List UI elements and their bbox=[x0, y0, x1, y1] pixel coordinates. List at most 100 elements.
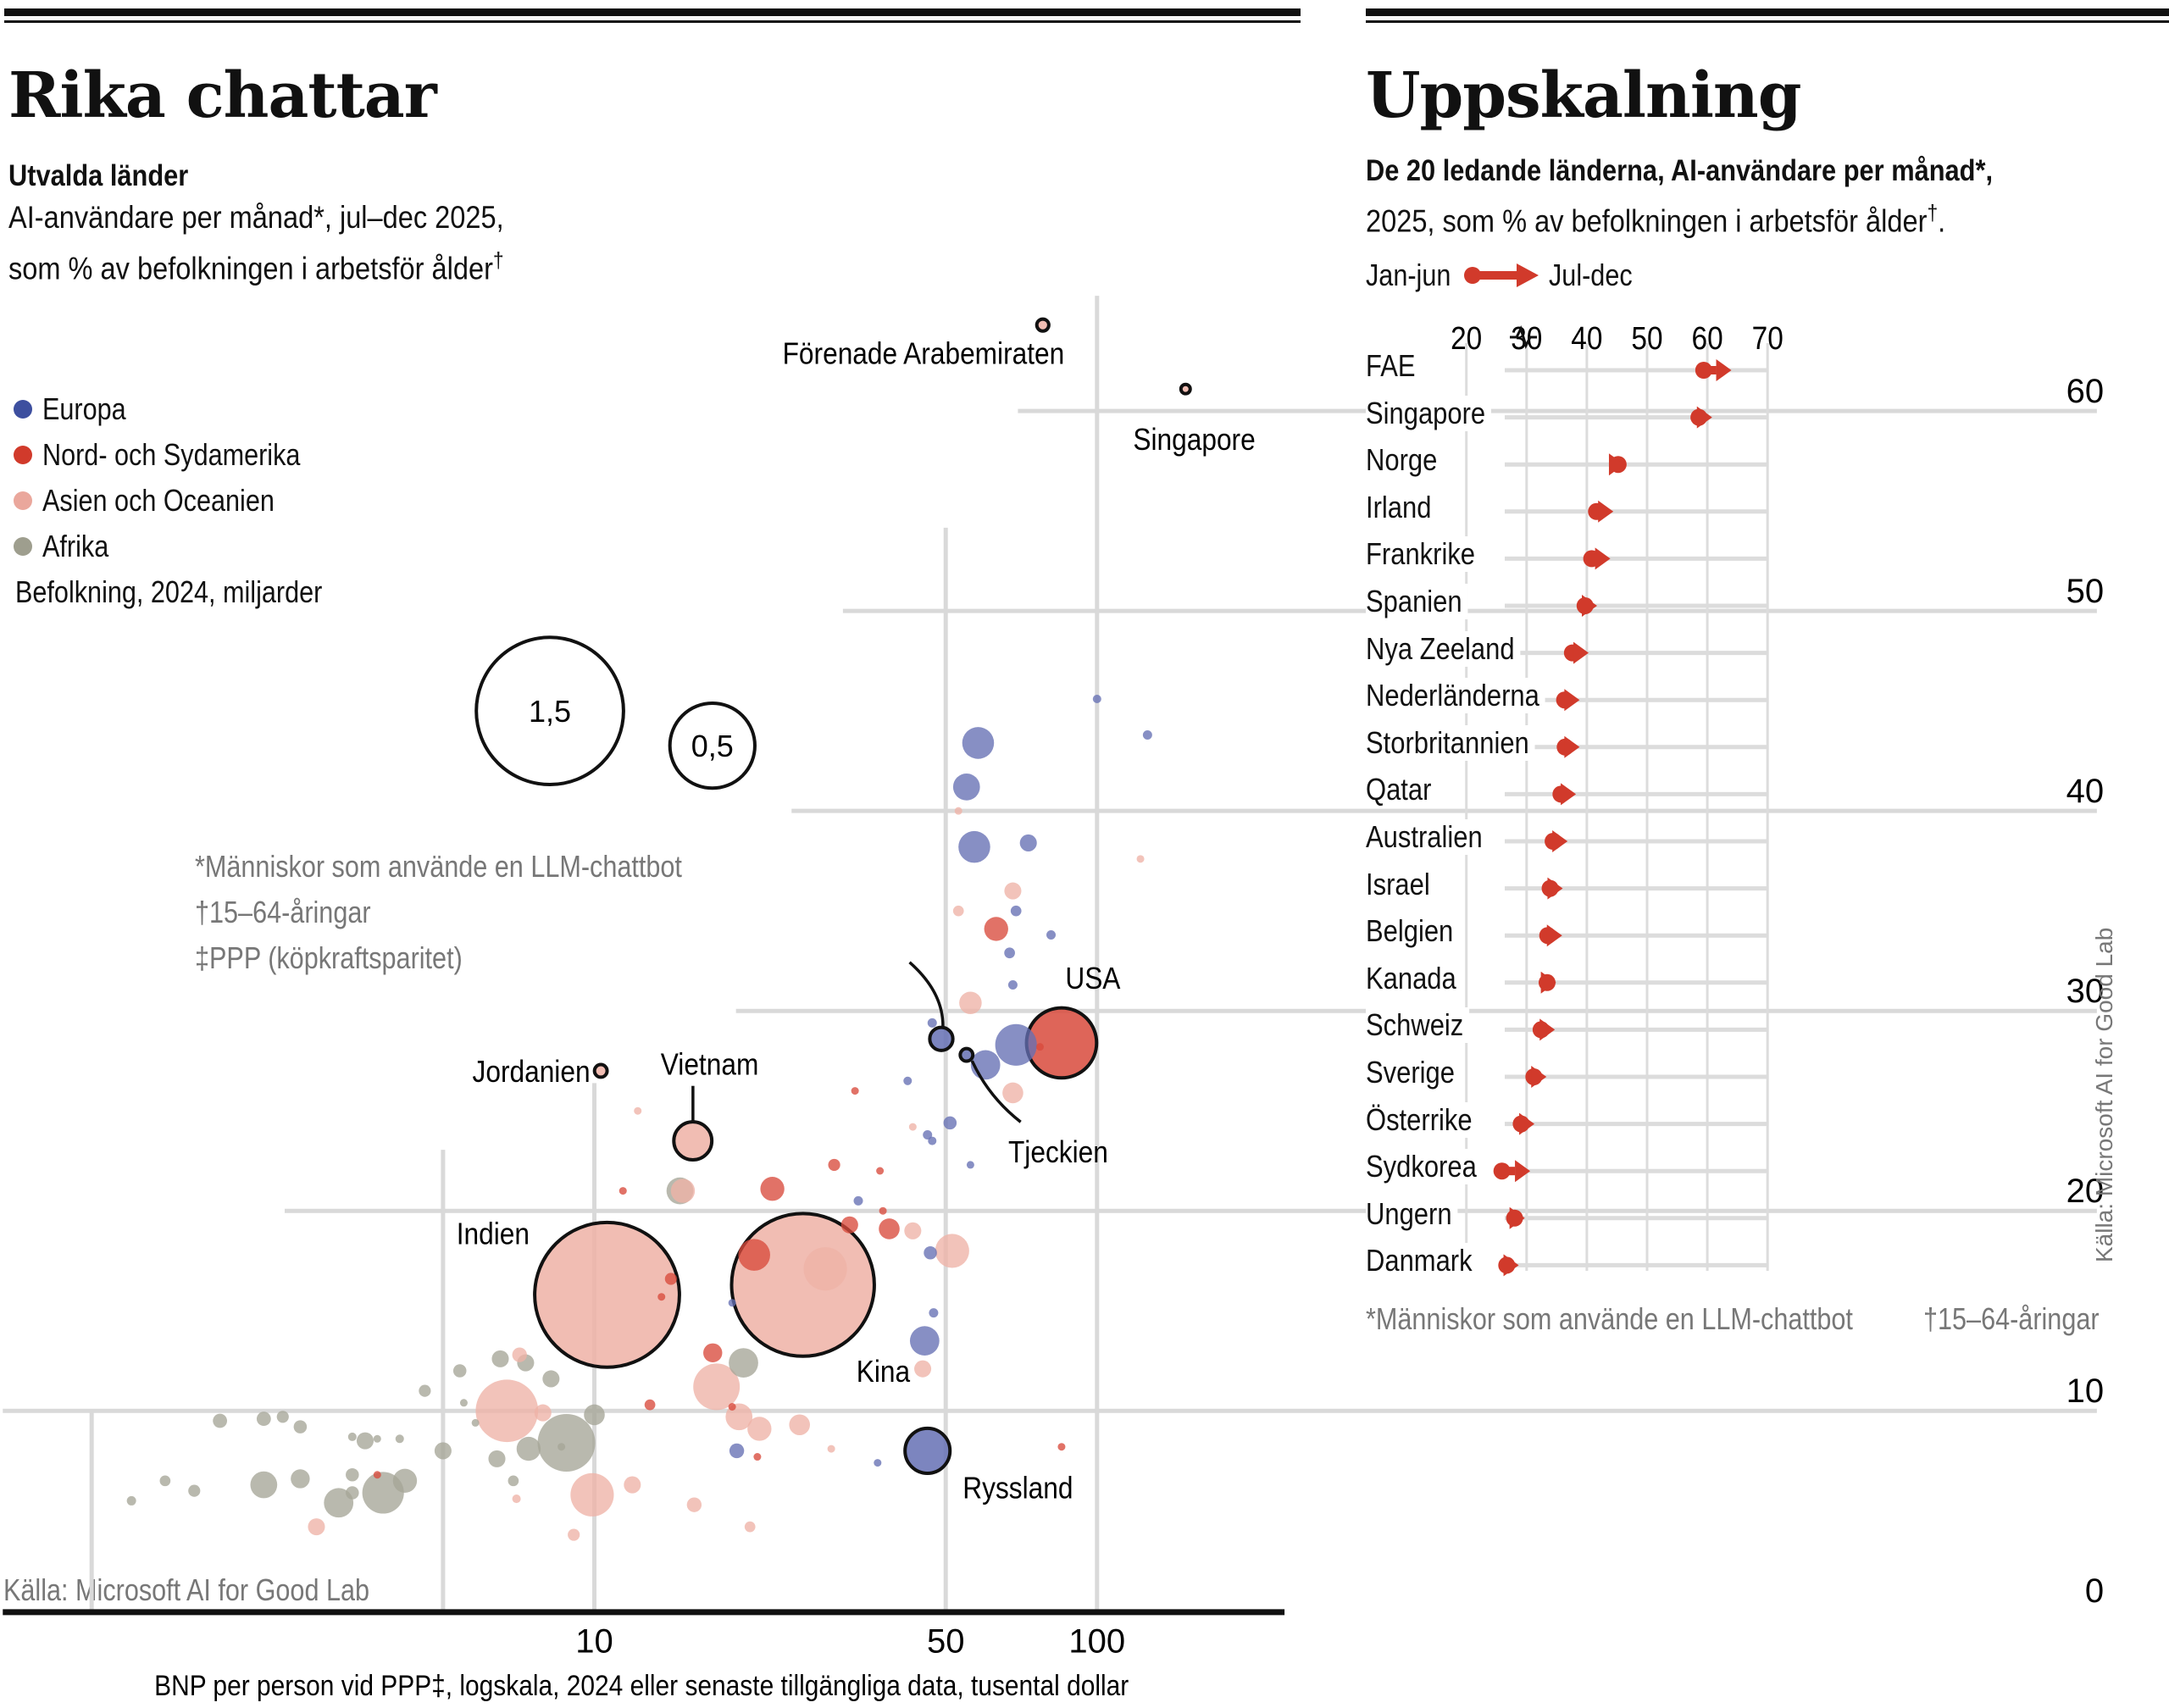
country-label-förenade-arabemiraten: Förenade Arabemiraten bbox=[783, 337, 1065, 371]
bubble-europe bbox=[924, 1246, 937, 1260]
arrow-mark bbox=[1512, 1112, 1535, 1135]
row-label-frankrike: Frankrike bbox=[1366, 536, 1481, 573]
arrow-mark bbox=[1588, 500, 1614, 523]
arrow-mark bbox=[1552, 783, 1577, 806]
bubble-americas bbox=[851, 1087, 859, 1095]
arrow-head bbox=[1552, 830, 1568, 852]
bubble-americas bbox=[657, 1293, 666, 1301]
country-label-singapore: Singapore bbox=[1133, 423, 1255, 457]
left-subtitle-line1: AI-användare per månad*, jul–dec 2025, bbox=[8, 200, 504, 235]
country-label-indien: Indien bbox=[457, 1217, 530, 1251]
arrow-head bbox=[1519, 1112, 1535, 1135]
bubble-americas bbox=[1035, 1043, 1044, 1051]
footnote-1-text: *Människor som använde en LLM-chattbot bbox=[195, 849, 682, 884]
bubble-africa bbox=[584, 1404, 605, 1426]
arrow-x-tick-label: 40 bbox=[1571, 320, 1602, 356]
arrow-mark bbox=[1563, 641, 1589, 664]
bubble-asia bbox=[475, 1379, 539, 1443]
arrow-head bbox=[1509, 1206, 1525, 1229]
legend-dot-americas bbox=[14, 446, 32, 464]
row-label-belgien: Belgien bbox=[1366, 913, 1460, 950]
bubble-ryssland bbox=[903, 1426, 952, 1475]
bubble-asia bbox=[693, 1363, 741, 1411]
bubble-asia bbox=[570, 1472, 614, 1517]
row-label-sverige: Sverige bbox=[1366, 1055, 1461, 1090]
bubble-europe bbox=[1046, 930, 1057, 940]
bubble-africa bbox=[276, 1411, 289, 1423]
bubble-europe bbox=[928, 1136, 937, 1145]
bubble-africa bbox=[558, 1443, 566, 1451]
bubble-asia bbox=[534, 1404, 552, 1422]
bubble-asia bbox=[1004, 882, 1022, 900]
bubble-asia bbox=[959, 991, 982, 1015]
bubble-africa bbox=[471, 1418, 480, 1427]
bubble-africa bbox=[250, 1471, 278, 1499]
bubble-asia bbox=[624, 1476, 641, 1494]
y-tick-label: 40 bbox=[2066, 773, 2105, 810]
bubble-asia bbox=[908, 1123, 917, 1131]
bubble-americas bbox=[984, 917, 1008, 941]
arrow-mark bbox=[1576, 595, 1597, 617]
arrow-head bbox=[1540, 971, 1556, 994]
bubble-asia bbox=[954, 807, 962, 815]
arrow-head bbox=[1561, 783, 1577, 806]
bubble-africa bbox=[293, 1420, 308, 1434]
row-label-schweiz: Schweiz bbox=[1366, 1007, 1470, 1044]
bubble-europe bbox=[995, 1023, 1037, 1066]
arrow-mark bbox=[1525, 1066, 1547, 1088]
bubble-asia bbox=[935, 1234, 969, 1268]
row-label-norge: Norge bbox=[1366, 442, 1444, 479]
bubble-asia bbox=[744, 1521, 756, 1533]
arrow-head bbox=[1696, 406, 1712, 429]
arrow-head bbox=[1581, 595, 1597, 617]
bubble-europe bbox=[1092, 694, 1101, 704]
bubble-africa bbox=[213, 1413, 228, 1428]
arrow-shaft bbox=[1596, 507, 1599, 516]
bubble-asia bbox=[512, 1494, 521, 1504]
arrow-mark bbox=[1498, 1254, 1519, 1277]
country-label-vietnam: Vietnam bbox=[661, 1048, 759, 1082]
arrow-mark bbox=[1556, 735, 1580, 758]
bubble-europe bbox=[853, 1195, 863, 1206]
bubble-europe bbox=[952, 773, 980, 801]
bubble-africa bbox=[256, 1411, 271, 1427]
right-footnote-2: †15–64-åringar bbox=[1923, 1301, 2130, 1337]
size-legend-title-text: Befolkning, 2024, miljarder bbox=[15, 574, 323, 609]
size-legend-circle bbox=[668, 701, 757, 790]
bubble-africa bbox=[324, 1488, 354, 1518]
arrow-mark bbox=[1539, 924, 1562, 947]
bubble-asia bbox=[827, 1445, 835, 1453]
bubble-africa bbox=[516, 1436, 541, 1461]
size-legend-label: 1,5 bbox=[529, 694, 571, 729]
arrow-legend-start-label: Jan-jun bbox=[1366, 258, 1451, 292]
arrow-head bbox=[1573, 641, 1589, 664]
bubble-africa bbox=[434, 1442, 452, 1460]
x-tick-label: 10 bbox=[575, 1622, 613, 1660]
y-tick-label: 10 bbox=[2066, 1372, 2105, 1410]
bubble-africa bbox=[346, 1486, 359, 1500]
arrow-mark bbox=[1583, 547, 1611, 570]
bubble-europe bbox=[943, 1116, 957, 1130]
right-footnote-1-text: *Människor som använde en LLM-chattbot bbox=[1366, 1301, 1853, 1336]
bubble-africa bbox=[459, 1399, 468, 1407]
row-label-spanien: Spanien bbox=[1366, 584, 1468, 619]
left-source: Källa: Microsoft AI for Good Lab bbox=[3, 1572, 434, 1608]
bubble-africa bbox=[491, 1350, 509, 1367]
left-subtitle-line2-text: som % av befolkningen i arbetsför ålder bbox=[8, 251, 493, 286]
footnote-3: ‡PPP (köpkraftsparitet) bbox=[195, 940, 510, 976]
row-label-österrike: Österrike bbox=[1366, 1101, 1478, 1138]
bubble-americas bbox=[1057, 1443, 1066, 1451]
row-label-nya-zeeland: Nya Zeeland bbox=[1366, 630, 1521, 667]
bubble-asia bbox=[670, 1178, 696, 1203]
bubble-americas bbox=[828, 1158, 840, 1172]
bubble-europe bbox=[923, 1130, 933, 1140]
right-footnote-1: *Människor som använde en LLM-chattbot bbox=[1366, 1301, 1939, 1337]
arrow-mark bbox=[1532, 1018, 1556, 1041]
bubble-asia bbox=[1136, 855, 1145, 863]
scatter-axes: 0 10 20 30 40 50 60 10 50 100 BNP per person vid P… bbox=[3, 373, 2104, 1702]
bubble-indien bbox=[533, 1220, 681, 1369]
bubble-americas bbox=[664, 1273, 677, 1285]
bubble-africa bbox=[452, 1364, 467, 1378]
bubble-asia bbox=[568, 1528, 580, 1541]
